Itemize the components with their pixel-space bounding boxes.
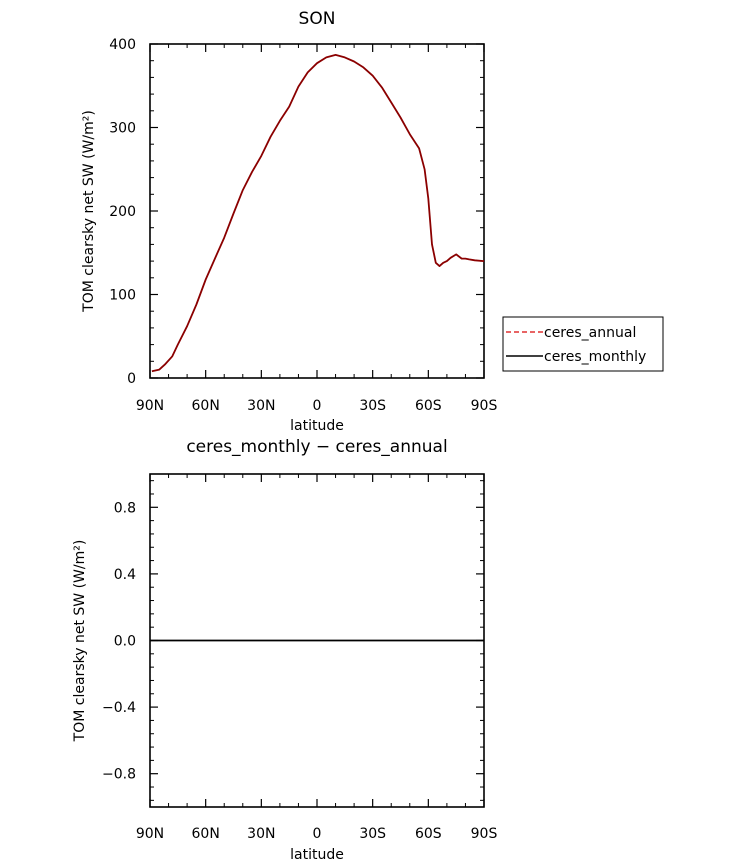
legend: ceres_annual ceres_monthly xyxy=(502,316,664,372)
x-tick-label: 0 xyxy=(313,398,322,414)
series-line xyxy=(151,54,485,373)
plot-title: ceres_monthly − ceres_annual xyxy=(186,437,447,457)
legend-label: ceres_annual xyxy=(544,325,636,341)
plot-frame xyxy=(149,43,485,379)
plot-title: SON xyxy=(299,9,336,29)
bottom-panel: ceres_monthly − ceres_annual 90N 60N 30N 0 30… xyxy=(72,437,497,863)
y-tick-label: 0 xyxy=(127,371,136,387)
x-tick-label: 90S xyxy=(471,826,498,842)
x-tick-label: 60N xyxy=(192,398,220,414)
legend-box xyxy=(502,316,664,372)
x-tick-label: 30S xyxy=(359,826,386,842)
x-tick-label: 60N xyxy=(192,826,220,842)
x-tick-label: 30N xyxy=(247,826,275,842)
x-tick-label: 60S xyxy=(415,398,442,414)
x-tick-label: 30S xyxy=(359,398,386,414)
x-tick-label: 0 xyxy=(313,826,322,842)
y-tick-label: −0.8 xyxy=(102,767,136,783)
y-axis-title: TOM clearsky net SW (W/m²) xyxy=(81,110,97,313)
top-panel: SON 90N 60N 30N 0 30S 60S 90S 0 100 200 300 400 latit… xyxy=(81,9,497,434)
x-axis-title: latitude xyxy=(290,418,344,434)
x-tick-label: 30N xyxy=(247,398,275,414)
y-tick-label: 200 xyxy=(109,204,136,220)
y-axis-title: TOM clearsky net SW (W/m²) xyxy=(72,540,88,743)
y-tick-label: 100 xyxy=(109,288,136,304)
x-axis-title: latitude xyxy=(290,847,344,863)
x-tick-label: 60S xyxy=(415,826,442,842)
x-tick-label: 90N xyxy=(136,398,164,414)
y-tick-label: 400 xyxy=(109,37,136,53)
x-tick-label: 90N xyxy=(136,826,164,842)
y-tick-label: 0.8 xyxy=(114,500,136,516)
y-tick-label: 300 xyxy=(109,121,136,137)
y-tick-label: −0.4 xyxy=(102,700,136,716)
x-tick-label: 90S xyxy=(471,398,498,414)
y-tick-label: 0.0 xyxy=(114,634,136,650)
legend-label: ceres_monthly xyxy=(544,349,646,365)
y-tick-label: 0.4 xyxy=(114,567,136,583)
